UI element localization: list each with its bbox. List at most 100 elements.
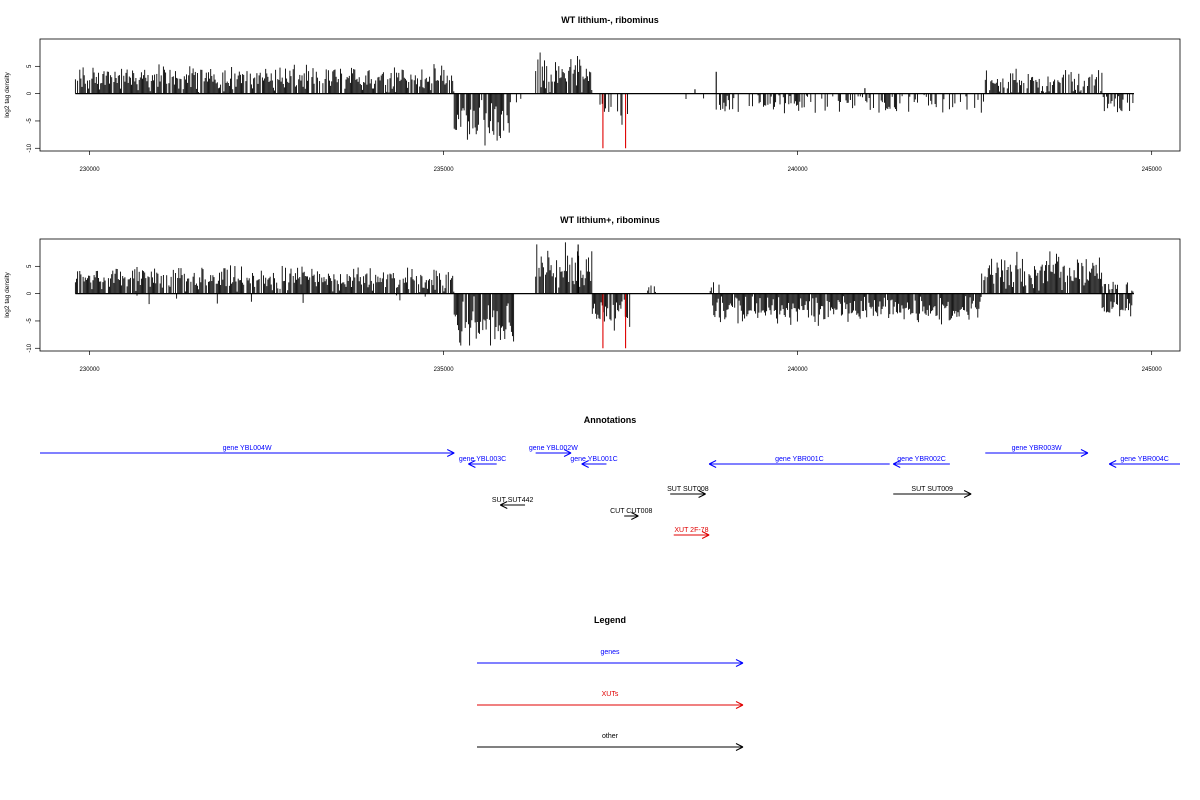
feature-label: XUT 2F-78 [674, 527, 708, 534]
y-tick-label: 0 [27, 91, 33, 95]
feature-label: gene YBR003W [1012, 445, 1062, 452]
arrow-head [893, 460, 901, 465]
legend-title: Legend [594, 615, 626, 625]
arrow-head [446, 449, 455, 454]
y-axis: -10 -5 0 5 [27, 64, 40, 153]
plot-frame [39, 38, 1181, 152]
plot-frame [39, 238, 1181, 352]
y-axis: -10 -5 0 5 [27, 264, 40, 353]
x-tick-label: 235000 [434, 367, 455, 373]
arrow-head [701, 531, 710, 536]
feature-label: CUT CUT008 [610, 508, 652, 515]
y-tick-label: 0 [27, 291, 33, 295]
feature-label: gene YBL001C [570, 456, 617, 463]
arrow-head [468, 463, 476, 468]
x-tick-label: 230000 [80, 167, 101, 173]
feature-gene: gene YBL001C [570, 456, 618, 468]
arrow-head [1080, 449, 1089, 454]
legend-label: other [602, 733, 619, 740]
x-tick-label: 230000 [80, 367, 101, 373]
feature-label: gene YBR004C [1120, 456, 1169, 463]
arrow-head [893, 463, 901, 468]
legend-label: XUTs [602, 691, 619, 698]
x-tick-label: 235000 [434, 167, 455, 173]
arrow-head [563, 449, 572, 454]
feature-gene: gene YBL003C [459, 456, 506, 468]
feature-other: SUT SUT442 [492, 497, 534, 509]
feature-gene: gene YBR001C [708, 456, 890, 468]
arrow-head [701, 534, 710, 539]
arrow-head [698, 490, 706, 495]
annotation-features: gene YBL004W gene YBL003C gene YBL002W gene… [40, 445, 1180, 539]
density-bars [74, 242, 1134, 349]
arrow-head [1080, 452, 1089, 457]
y-tick-label: -5 [27, 118, 33, 124]
feature-other: SUT SUT008 [667, 486, 709, 498]
feature-gene: gene YBR003W [985, 445, 1089, 457]
feature-label: gene YBR001C [775, 456, 824, 463]
y-tick-label: 5 [27, 264, 33, 268]
arrow-head [708, 460, 717, 465]
legend-entries: genes XUTs other [477, 649, 744, 751]
legend: Legend genes XUTs other [477, 615, 744, 751]
arrow-head [735, 701, 744, 706]
feature-label: gene YBL002W [529, 445, 578, 452]
x-axis: 230000 235000 240000 245000 [80, 351, 1163, 373]
feature-label: SUT SUT009 [911, 486, 953, 493]
legend-entry: XUTs [477, 691, 744, 709]
arrow-head [581, 463, 589, 468]
legend-entry: genes [477, 649, 744, 667]
feature-label: SUT SUT442 [492, 497, 534, 504]
arrow-head [446, 452, 455, 457]
y-axis-label: log2 tag density [4, 71, 11, 117]
arrow-head [1108, 460, 1117, 465]
feature-label: gene YBL003C [459, 456, 506, 463]
arrow-head [963, 490, 972, 495]
feature-gene: gene YBL002W [529, 445, 578, 457]
y-tick-label: -10 [27, 143, 33, 152]
y-axis-label: log2 tag density [4, 271, 11, 317]
y-tick-label: -5 [27, 318, 33, 324]
arrow-head [500, 504, 508, 509]
arrow-head [631, 515, 639, 520]
track-title: WT lithium+, ribominus [560, 215, 660, 225]
feature-label: gene YBL004W [223, 445, 272, 452]
x-tick-label: 245000 [1142, 167, 1163, 173]
arrow-head [698, 493, 706, 498]
arrow-head [735, 659, 744, 664]
y-tick-label: -10 [27, 343, 33, 352]
annotation-title: Annotations [584, 415, 637, 425]
feature-xut: XUT 2F-78 [673, 527, 710, 539]
feature-gene: gene YBR002C [893, 456, 950, 468]
arrow-head [563, 452, 572, 457]
track-lithium-plus: WT lithium+, ribominus -10 -5 0 5 230000 235… [4, 215, 1181, 373]
arrow-head [1108, 463, 1117, 468]
track-title: WT lithium-, ribominus [561, 15, 659, 25]
arrow-head [735, 743, 744, 748]
feature-label: SUT SUT008 [667, 486, 709, 493]
x-axis: 230000 235000 240000 245000 [80, 151, 1163, 173]
feature-gene: gene YBR004C [1108, 456, 1180, 468]
feature-other: SUT SUT009 [893, 486, 972, 498]
x-tick-label: 245000 [1142, 367, 1163, 373]
arrow-head [581, 460, 589, 465]
feature-other: CUT CUT008 [610, 508, 652, 520]
y-tick-label: 5 [27, 64, 33, 68]
feature-label: gene YBR002C [897, 456, 946, 463]
density-bars [74, 52, 1134, 149]
arrow-head [735, 746, 744, 751]
arrow-head [735, 662, 744, 667]
feature-gene: gene YBL004W [40, 445, 455, 457]
legend-label: genes [600, 649, 620, 656]
legend-entry: other [477, 733, 744, 751]
track-lithium-minus: WT lithium-, ribominus -10 -5 0 5 230000 235… [4, 15, 1181, 173]
arrow-head [708, 463, 717, 468]
arrow-head [963, 493, 972, 498]
arrow-head [735, 704, 744, 709]
arrow-head [631, 512, 639, 517]
x-tick-label: 240000 [788, 167, 809, 173]
arrow-head [500, 501, 508, 506]
arrow-head [468, 460, 476, 465]
